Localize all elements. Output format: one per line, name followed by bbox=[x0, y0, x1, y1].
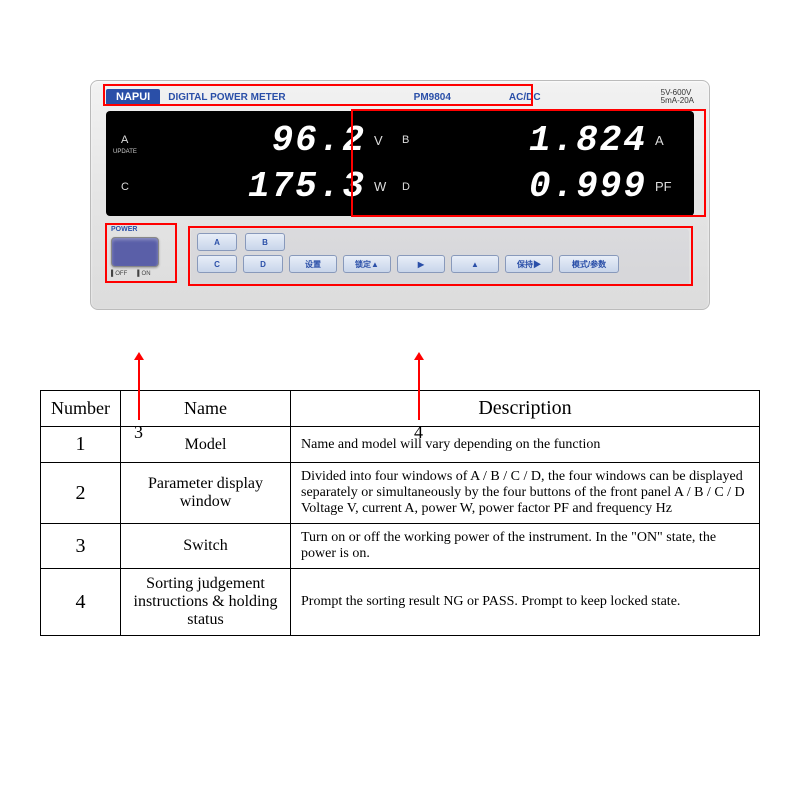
cell-desc: Turn on or off the working power of the … bbox=[291, 524, 760, 569]
arrow-head-3 bbox=[134, 352, 144, 360]
table-header-row: Number Name Description bbox=[41, 391, 760, 427]
button-row-1: A B bbox=[197, 233, 683, 251]
callout-number-4: 4 bbox=[414, 422, 423, 443]
unit-a: A bbox=[655, 133, 679, 148]
btn-mode[interactable]: 模式/参数 bbox=[559, 255, 619, 273]
btn-a[interactable]: A bbox=[197, 233, 237, 251]
unit-w: W bbox=[374, 179, 394, 194]
indicator-b: B bbox=[402, 134, 430, 146]
cell-name: Sorting judgement instructions & holding… bbox=[121, 569, 291, 636]
power-meter-device: NAPUI DIGITAL POWER METER PM9804 AC/DC 5… bbox=[90, 80, 710, 310]
indicator-d: D bbox=[402, 181, 430, 193]
cell-num: 4 bbox=[41, 569, 121, 636]
callout-number-3: 3 bbox=[134, 422, 143, 443]
unit-pf: PF bbox=[655, 179, 679, 194]
cell-num: 1 bbox=[41, 427, 121, 463]
power-label: POWER bbox=[111, 226, 181, 233]
off-indicator: ▌OFF bbox=[111, 271, 127, 277]
table-row: 1 Model Name and model will vary dependi… bbox=[41, 427, 760, 463]
header-number: Number bbox=[41, 391, 121, 427]
indicator-c: C bbox=[121, 181, 149, 193]
header-name: Name bbox=[121, 391, 291, 427]
cell-desc: Name and model will vary depending on th… bbox=[291, 427, 760, 463]
btn-up[interactable]: ▲ bbox=[451, 255, 499, 273]
cell-name: Switch bbox=[121, 524, 291, 569]
arrow-head-4 bbox=[414, 352, 424, 360]
mode-label: AC/DC bbox=[509, 92, 541, 103]
btn-set[interactable]: 设置 bbox=[289, 255, 337, 273]
arrow-4 bbox=[418, 358, 420, 420]
device-title: DIGITAL POWER METER bbox=[168, 92, 285, 103]
cell-num: 2 bbox=[41, 463, 121, 524]
lcd-display: A 96.2 V B 1.824 A C 175.3 W D 0.999 PF bbox=[106, 111, 694, 216]
cell-num: 3 bbox=[41, 524, 121, 569]
range-label: 5V-600V 5mA-20A bbox=[661, 89, 694, 105]
value-c: 175.3 bbox=[157, 166, 366, 207]
model-label: PM9804 bbox=[414, 92, 451, 103]
btn-lock[interactable]: 锁定▲ bbox=[343, 255, 391, 273]
diagram-container: 1 2 NAPUI DIGITAL POWER METER PM9804 AC/… bbox=[10, 80, 790, 636]
brand-label: NAPUI bbox=[106, 89, 160, 105]
table-row: 2 Parameter display window Divided into … bbox=[41, 463, 760, 524]
table-row: 4 Sorting judgement instructions & holdi… bbox=[41, 569, 760, 636]
power-button[interactable] bbox=[111, 237, 159, 267]
header-description: Description bbox=[291, 391, 760, 427]
unit-v: V bbox=[374, 133, 394, 148]
button-panel: A B C D 设置 锁定▲ ▶ ▲ 保持▶ 模式/参数 bbox=[191, 229, 689, 285]
btn-hold[interactable]: 保持▶ bbox=[505, 255, 553, 273]
on-indicator: ▌ON bbox=[137, 271, 150, 277]
value-b: 1.824 bbox=[438, 120, 647, 161]
cell-desc: Prompt the sorting result NG or PASS. Pr… bbox=[291, 569, 760, 636]
table-row: 3 Switch Turn on or off the working powe… bbox=[41, 524, 760, 569]
value-d: 0.999 bbox=[438, 166, 647, 207]
indicator-a: A bbox=[121, 134, 149, 146]
description-table: Number Name Description 1 Model Name and… bbox=[40, 390, 760, 636]
btn-d[interactable]: D bbox=[243, 255, 283, 273]
update-label: UPDATE bbox=[113, 149, 137, 155]
btn-c[interactable]: C bbox=[197, 255, 237, 273]
cell-name: Model bbox=[121, 427, 291, 463]
button-row-2: C D 设置 锁定▲ ▶ ▲ 保持▶ 模式/参数 bbox=[197, 255, 683, 273]
power-area: POWER ▌OFF ▌ON bbox=[111, 226, 181, 277]
btn-b[interactable]: B bbox=[245, 233, 285, 251]
btn-right[interactable]: ▶ bbox=[397, 255, 445, 273]
device-header: NAPUI DIGITAL POWER METER PM9804 AC/DC 5… bbox=[106, 87, 694, 107]
cell-desc: Divided into four windows of A / B / C /… bbox=[291, 463, 760, 524]
value-a: 96.2 bbox=[157, 120, 366, 161]
arrow-3 bbox=[138, 358, 140, 420]
power-indicators: ▌OFF ▌ON bbox=[111, 271, 181, 277]
cell-name: Parameter display window bbox=[121, 463, 291, 524]
